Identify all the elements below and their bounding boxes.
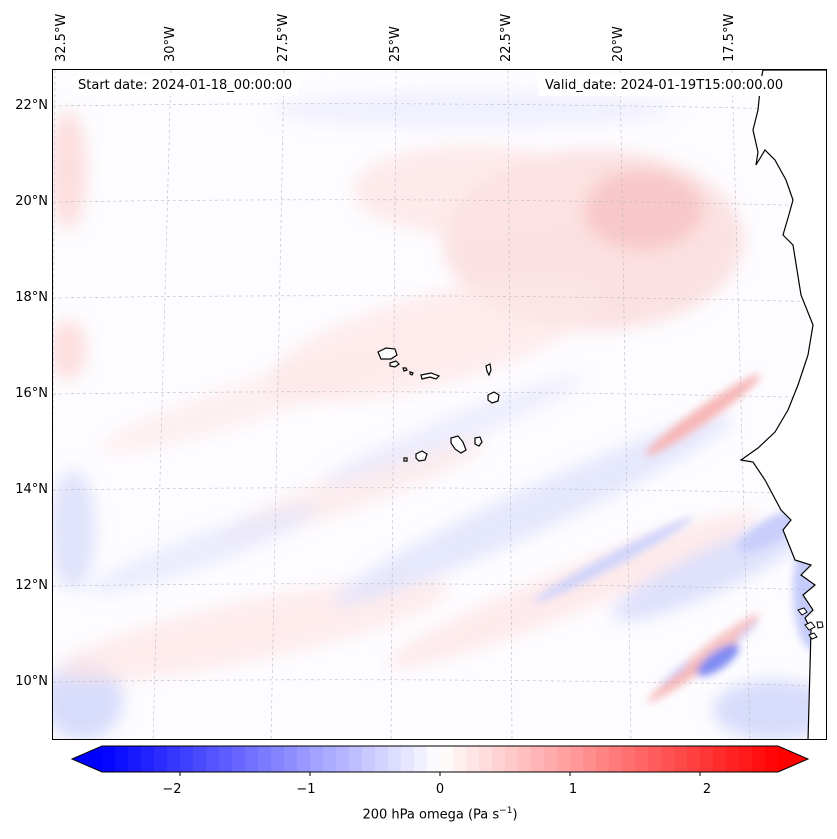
- lon-label-17.5w: 17.5°W: [722, 13, 737, 62]
- colorbar-cell: [726, 746, 740, 772]
- colorbar-cell: [557, 746, 571, 772]
- bissagos-islands: [797, 607, 824, 640]
- colorbar-cell: [492, 746, 506, 772]
- colorbar-cell: [648, 746, 662, 772]
- colorbar-cell: [180, 746, 194, 772]
- lat-label-18n: 18°N: [15, 290, 48, 305]
- lon-label-25w: 25°W: [388, 26, 403, 62]
- graticule: [53, 70, 826, 739]
- colorbar-cell: [219, 746, 233, 772]
- colorbar-cell: [466, 746, 480, 772]
- lat-label-12n: 12°N: [15, 578, 48, 593]
- colorbar-cell: [635, 746, 649, 772]
- colorbar-cell: [362, 746, 376, 772]
- colorbar-cell: [531, 746, 545, 772]
- colorbar-cell: [154, 746, 168, 772]
- lon-label-32.5w: 32.5°W: [54, 13, 69, 62]
- colorbar-cell: [544, 746, 558, 772]
- colorbar-cell: [115, 746, 129, 772]
- colorbar-cell: [752, 746, 766, 772]
- colorbar-cell: [700, 746, 714, 772]
- colorbar-cell: [505, 746, 519, 772]
- colorbar-title: 200 hPa omega (Pa s−1): [0, 806, 837, 822]
- colorbar-cell: [739, 746, 753, 772]
- lat-label-20n: 20°N: [15, 194, 48, 209]
- colorbar-cell: [323, 746, 337, 772]
- colorbar-cell: [258, 746, 272, 772]
- colorbar-cell: [336, 746, 350, 772]
- colorbar-cell: [570, 746, 584, 772]
- lat-label-16n: 16°N: [15, 386, 48, 401]
- lat-label-22n: 22°N: [15, 98, 48, 113]
- lat-label-14n: 14°N: [15, 482, 48, 497]
- colorbar-cell: [297, 746, 311, 772]
- lon-label-22.5w: 22.5°W: [499, 13, 514, 62]
- colorbar-cell: [206, 746, 220, 772]
- colorbar-cell: [193, 746, 207, 772]
- colorbar-tick-2: 2: [702, 782, 712, 797]
- colorbar-cell: [596, 746, 610, 772]
- map-panel: [52, 69, 827, 740]
- omega-field: [53, 70, 826, 739]
- colorbar-cell: [102, 746, 116, 772]
- colorbar-cell: [440, 746, 454, 772]
- colorbar-cell: [349, 746, 363, 772]
- colorbar-cell: [453, 746, 467, 772]
- colorbar-cell: [141, 746, 155, 772]
- colorbar-cell: [245, 746, 259, 772]
- colorbar-tick-neg1: −1: [296, 782, 316, 797]
- lon-label-30w: 30°W: [163, 26, 178, 62]
- colorbar-max-extension: [778, 746, 808, 772]
- colorbar-cell: [674, 746, 688, 772]
- colorbar-cell: [401, 746, 415, 772]
- colorbar-tick-neg2: −2: [162, 782, 182, 797]
- colorbar-cell: [414, 746, 428, 772]
- colorbar-cell: [518, 746, 532, 772]
- colorbar-cell: [687, 746, 701, 772]
- colorbar-cell: [232, 746, 246, 772]
- colorbar-cell: [375, 746, 389, 772]
- colorbar: [70, 745, 810, 776]
- colorbar-cell: [661, 746, 675, 772]
- colorbar-cell: [765, 746, 779, 772]
- colorbar-title-exponent: −1: [499, 806, 513, 816]
- colorbar-tick-1: 1: [568, 782, 578, 797]
- cape-verde-islands: [377, 347, 500, 462]
- colorbar-cell: [284, 746, 298, 772]
- colorbar-title-prefix: 200 hPa omega (Pa s: [362, 807, 500, 823]
- colorbar-cell: [479, 746, 493, 772]
- colorbar-title-suffix: ): [512, 807, 518, 823]
- colorbar-cell: [128, 746, 142, 772]
- colorbar-cell: [271, 746, 285, 772]
- colorbar-cell: [713, 746, 727, 772]
- colorbar-cell: [622, 746, 636, 772]
- start-date-label: Start date: 2024-01-18_00:00:00: [72, 76, 299, 96]
- lon-label-20w: 20°W: [611, 26, 626, 62]
- lat-label-10n: 10°N: [15, 674, 48, 689]
- colorbar-cell: [427, 746, 441, 772]
- colorbar-min-extension: [72, 746, 102, 772]
- colorbar-cell: [388, 746, 402, 772]
- valid-date-label: Valid_date: 2024-01-19T15:00:00.00: [539, 76, 790, 96]
- colorbar-cell: [167, 746, 181, 772]
- colorbar-tick-0: 0: [435, 782, 445, 797]
- field-background-shading: [53, 92, 826, 739]
- lon-label-27.5w: 27.5°W: [276, 13, 291, 62]
- africa-coastline: [739, 70, 826, 739]
- colorbar-cell: [609, 746, 623, 772]
- colorbar-cell: [310, 746, 324, 772]
- colorbar-cell: [583, 746, 597, 772]
